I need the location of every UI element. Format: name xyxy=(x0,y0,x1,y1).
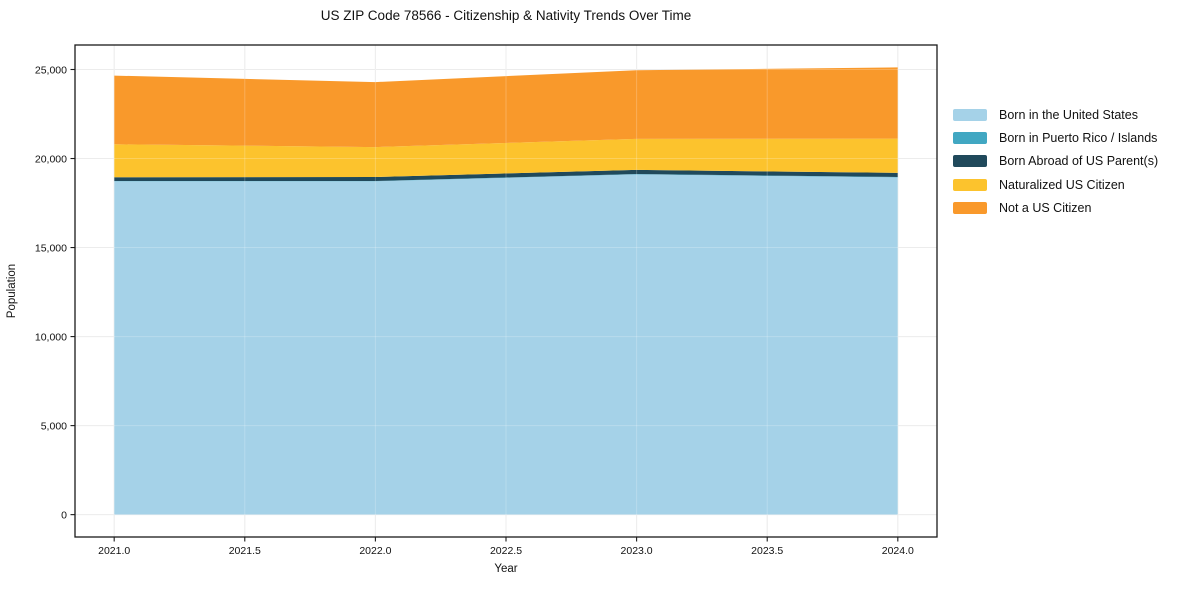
area-born-in-the-united-states xyxy=(114,174,898,515)
area-not-a-us-citizen xyxy=(114,67,898,148)
y-tick-label: 5,000 xyxy=(41,420,67,432)
y-ticks: 0 5,000 10,000 15,000 20,000 25,000 xyxy=(35,64,75,521)
area-born-abroad-of-us-parent-s xyxy=(114,169,898,181)
y-tick-label: 15,000 xyxy=(35,242,67,254)
area-naturalized-us-citizen xyxy=(114,138,898,178)
legend-label-not-citizen: Not a US Citizen xyxy=(999,200,1092,215)
y-tick-label: 10,000 xyxy=(35,331,67,343)
x-tick-label: 2024.0 xyxy=(882,545,914,557)
area-born-in-puerto-rico-islands xyxy=(114,174,898,182)
x-tick-label: 2023.5 xyxy=(751,545,783,557)
legend-swatch-naturalized xyxy=(953,178,987,191)
legend-item-born-us: Born in the United States xyxy=(953,109,1158,121)
x-tick-label: 2023.0 xyxy=(621,545,653,557)
x-tick-label: 2022.5 xyxy=(490,545,522,557)
legend-swatch-born-abroad xyxy=(953,155,987,168)
y-tick-label: 25,000 xyxy=(35,64,67,76)
legend-label-naturalized: Naturalized US Citizen xyxy=(999,177,1125,192)
y-axis-label: Population xyxy=(6,263,18,319)
legend-label-born-abroad: Born Abroad of US Parent(s) xyxy=(999,154,1159,169)
y-tick-label: 20,000 xyxy=(35,153,67,165)
chart-title: US ZIP Code 78566 - Citizenship & Nativi… xyxy=(320,8,692,23)
legend-swatch-born-us xyxy=(953,109,987,121)
x-ticks: 2021.0 2021.5 2022.0 2022.5 2023.0 2023.5 2024… xyxy=(98,537,914,557)
legend-item-naturalized: Naturalized US Citizen xyxy=(953,177,1158,192)
y-tick-label: 0 xyxy=(61,509,67,521)
legend-item-born-abroad: Born Abroad of US Parent(s) xyxy=(953,154,1159,169)
legend-swatch-not-citizen xyxy=(953,201,987,214)
legend-swatch-puerto-rico xyxy=(953,132,987,145)
legend-item-puerto-rico: Born in Puerto Rico / Islands xyxy=(953,132,1158,144)
legend: Born in the United States Born in Puerto… xyxy=(953,109,1158,225)
legend-label-born-us: Born in the United States xyxy=(999,108,1138,122)
gridlines-overlay xyxy=(75,45,937,537)
legend-label-puerto-rico: Born in Puerto Rico / Islands xyxy=(999,131,1158,146)
x-tick-label: 2022.0 xyxy=(359,545,391,557)
x-tick-label: 2021.5 xyxy=(229,545,261,557)
legend-item-not-citizen: Not a US Citizen xyxy=(953,202,1158,214)
x-tick-label: 2021.0 xyxy=(98,545,130,557)
x-axis-label: Year xyxy=(494,563,518,575)
